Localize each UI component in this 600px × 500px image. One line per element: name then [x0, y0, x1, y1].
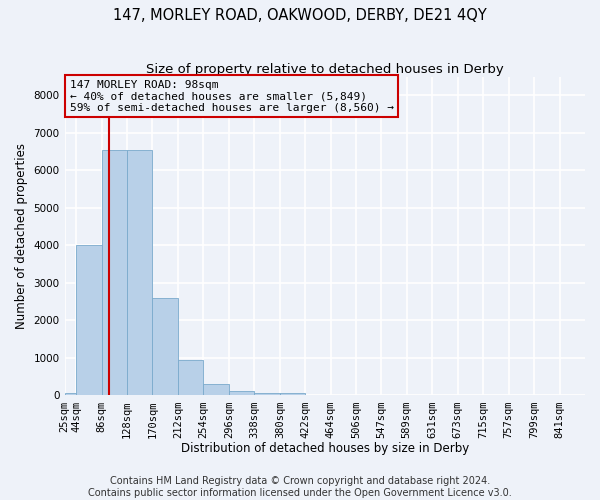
Bar	[280, 393, 305, 396]
Text: Contains HM Land Registry data © Crown copyright and database right 2024.
Contai: Contains HM Land Registry data © Crown c…	[88, 476, 512, 498]
Bar	[178, 360, 203, 396]
Title: Size of property relative to detached houses in Derby: Size of property relative to detached ho…	[146, 62, 503, 76]
X-axis label: Distribution of detached houses by size in Derby: Distribution of detached houses by size …	[181, 442, 469, 455]
Bar	[254, 392, 280, 396]
Bar	[203, 384, 229, 396]
Text: 147 MORLEY ROAD: 98sqm
← 40% of detached houses are smaller (5,849)
59% of semi-: 147 MORLEY ROAD: 98sqm ← 40% of detached…	[70, 80, 394, 113]
Bar	[65, 393, 76, 396]
Bar	[127, 150, 152, 396]
Bar	[76, 246, 101, 396]
Bar	[152, 298, 178, 396]
Bar	[101, 150, 127, 396]
Y-axis label: Number of detached properties: Number of detached properties	[15, 143, 28, 329]
Bar	[229, 392, 254, 396]
Text: 147, MORLEY ROAD, OAKWOOD, DERBY, DE21 4QY: 147, MORLEY ROAD, OAKWOOD, DERBY, DE21 4…	[113, 8, 487, 22]
